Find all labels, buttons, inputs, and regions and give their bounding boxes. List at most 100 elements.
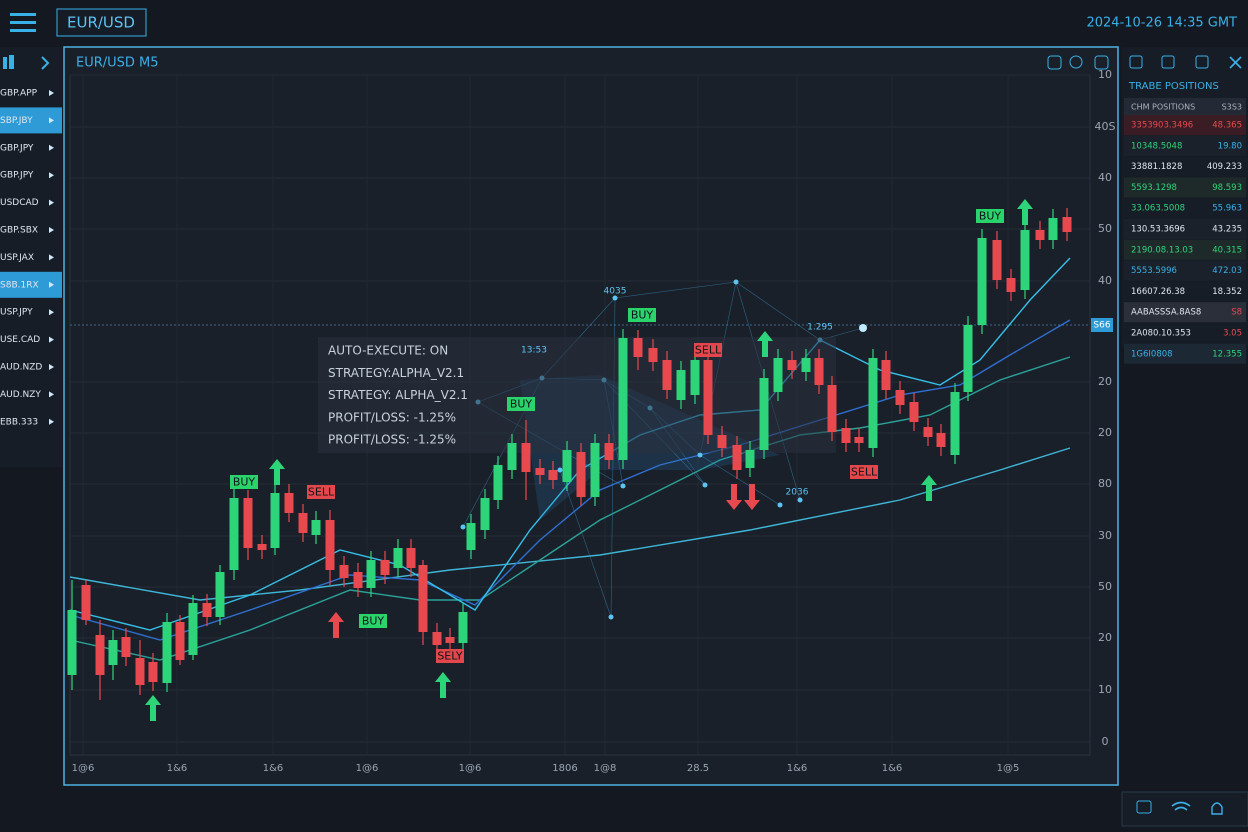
signal-arrow (757, 331, 773, 357)
watchlist-item[interactable]: SBP.JBY (0, 116, 33, 126)
candle-body (759, 378, 769, 450)
watchlist-item[interactable]: GBP.SBX (0, 226, 38, 236)
watchlist-caret (49, 418, 54, 425)
watchlist-item[interactable]: GBP.JPY (0, 171, 34, 181)
watchlist-item[interactable]: USP.JAX (0, 253, 34, 263)
candle-body (801, 358, 811, 372)
candle-body (1035, 230, 1045, 240)
candle-body (662, 360, 672, 390)
candle-body (895, 390, 905, 405)
watchlist-caret (49, 117, 54, 124)
watchlist-item[interactable]: EBB.333 (0, 417, 38, 427)
position-right: 3.05 (1223, 329, 1242, 339)
candle-body (590, 443, 600, 497)
tool-icon[interactable] (1069, 55, 1083, 69)
menu-button[interactable] (10, 13, 36, 32)
x-tick-label: 28.5 (687, 763, 709, 774)
y-tick-label: 50 (1098, 580, 1112, 593)
y-tick-label: 80 (1098, 477, 1112, 490)
candle-body (909, 402, 919, 422)
candle-body (162, 622, 172, 683)
tool-icon[interactable] (1047, 55, 1062, 70)
signal-arrow (145, 695, 161, 721)
candle-body (202, 603, 212, 617)
y-tick-label: 20 (1098, 426, 1112, 439)
y-tick-label: 20 (1098, 631, 1112, 644)
tool-icon[interactable] (1094, 55, 1109, 70)
position-row (1124, 260, 1246, 281)
strategy-overlay (318, 337, 836, 453)
timestamp: 2024-10-26 14:35 GMT (1086, 16, 1237, 31)
watchlist-item[interactable]: USDCAD (0, 198, 39, 208)
x-tick-label: 1&6 (167, 763, 188, 774)
wifi-icon[interactable] (1171, 801, 1191, 811)
position-left: AABASSSA.8AS8 (1131, 308, 1201, 318)
signal-label: BUY (979, 210, 1002, 223)
price-badge: S66 (1093, 321, 1110, 331)
candles (67, 208, 1072, 700)
candle-body (841, 428, 851, 443)
candle-body (1006, 278, 1016, 292)
candle-body (480, 498, 490, 530)
candle-body (339, 565, 349, 578)
moving-average (69, 319, 1071, 641)
symbol: EUR/USD (67, 14, 135, 32)
candle-body (366, 560, 376, 588)
candle-body (406, 548, 416, 568)
annotation: 13:53 (521, 346, 547, 356)
watchlist-caret (49, 336, 54, 343)
candle-body (881, 360, 891, 390)
candle-body (690, 360, 700, 395)
signal-label: SELY (437, 650, 463, 663)
positions-header (1124, 98, 1246, 116)
annotation: 1.295 (807, 323, 833, 333)
watchlist-item[interactable]: GBP.APP (0, 89, 38, 99)
signal-box (230, 475, 258, 489)
candle-body (298, 513, 308, 533)
position-right: 48.365 (1212, 121, 1242, 131)
panel-icon[interactable] (1129, 55, 1143, 69)
candle-body (923, 427, 933, 437)
candle-body (963, 325, 973, 392)
alert-icon[interactable] (1211, 802, 1223, 815)
x-tick-label: 1806 (552, 763, 577, 774)
watchlist-caret (49, 227, 54, 233)
price-badge-box (1091, 318, 1113, 332)
watchlist-item[interactable]: GBP.JPY (0, 143, 34, 153)
watchlist-item[interactable]: S8B.1RX (0, 280, 39, 290)
position-right: 409.233 (1207, 162, 1242, 172)
expand-arrow[interactable] (41, 56, 50, 70)
panel-icon[interactable] (1195, 55, 1209, 69)
position-right: 98.593 (1212, 183, 1242, 193)
candle-body (81, 585, 91, 620)
status-icon[interactable] (1136, 800, 1152, 814)
candle-body (977, 238, 987, 325)
y-tick-label: 40 (1098, 274, 1112, 287)
candle-body (380, 560, 390, 575)
position-row (1124, 302, 1246, 323)
watchlist-item[interactable]: USE.CAD (0, 335, 40, 345)
watchlist-item[interactable]: AUD.NZY (0, 390, 41, 400)
candle-body (814, 358, 824, 385)
watchlist-item[interactable]: AUD.NZD (0, 363, 42, 373)
close-icon[interactable] (1229, 56, 1242, 69)
candle-body (215, 572, 225, 617)
strategy-line: STRATEGY: ALPHA_V2.1 (328, 388, 468, 402)
signal-arrow (435, 672, 451, 698)
symbol-box[interactable] (56, 8, 147, 37)
candle-body (353, 572, 363, 588)
icon (9, 55, 14, 69)
panel-icon[interactable] (1161, 55, 1175, 69)
candle-body (745, 450, 755, 468)
x-tick-label: 1@5 (997, 763, 1020, 774)
annotation: 4035 (604, 287, 627, 297)
y-tick-label: 50 (1098, 222, 1112, 235)
network-link (559, 469, 612, 618)
y-tick-label: 0 (1102, 735, 1109, 748)
positions-header-left: CHM POSITIONS (1131, 103, 1195, 112)
watchlist-item[interactable]: USP.JPY (0, 308, 33, 318)
signal-box (359, 614, 387, 628)
y-tick-label: 10 (1098, 68, 1112, 81)
x-tick-label: 1&6 (787, 763, 808, 774)
